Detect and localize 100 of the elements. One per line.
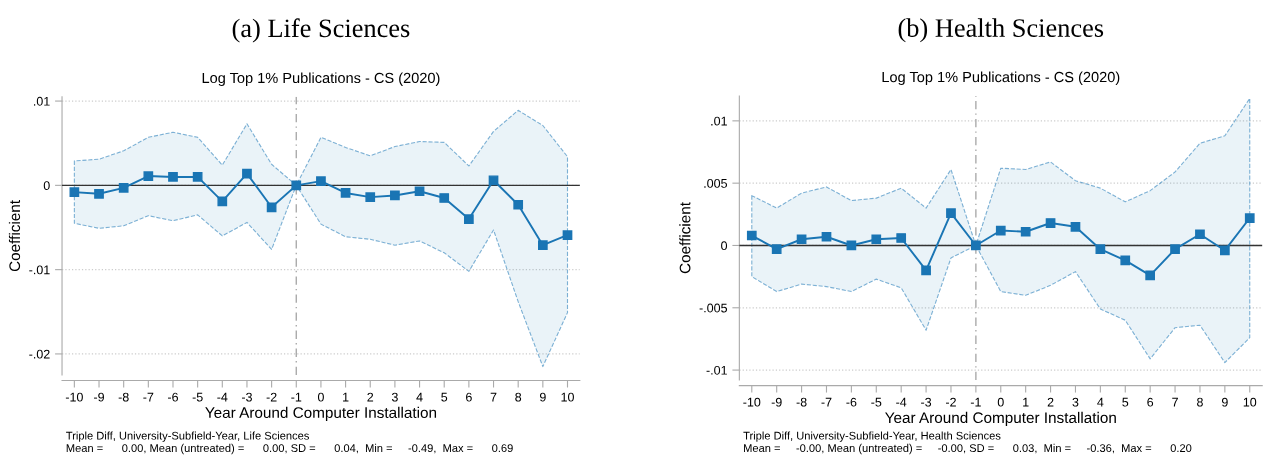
point xyxy=(242,168,252,179)
x-tick-label: 4 xyxy=(1097,397,1104,407)
x-tick-label: -7 xyxy=(821,397,832,407)
point xyxy=(414,186,425,197)
x-tick-label: -7 xyxy=(143,392,154,402)
point xyxy=(488,175,499,186)
x-tick-label: 2 xyxy=(1047,397,1054,407)
x-tick-label: -4 xyxy=(896,397,907,407)
x-tick-label: 0 xyxy=(317,392,324,402)
point xyxy=(796,234,807,245)
text: Mean = 0.00, Mean (untreated) = 0.00, SD = 0.04, Min = -0.49, Max = 0.69 xyxy=(66,443,513,455)
text: Triple Diff, University-Subfield-Year, Health Sciences xyxy=(743,431,1001,442)
x-tick-label: 1 xyxy=(1023,397,1029,407)
point xyxy=(513,199,524,210)
y-tick-label: .01 xyxy=(711,116,727,126)
point xyxy=(946,208,956,218)
y-tick-label: -.02 xyxy=(29,349,50,359)
point xyxy=(1145,270,1156,281)
point xyxy=(1070,221,1081,232)
chart-subtitle: Log Top 1% Publications - CS (2020) xyxy=(882,71,1120,86)
x-tick-label: -3 xyxy=(921,397,932,407)
x-tick-label: 3 xyxy=(1072,397,1079,407)
y-axis-title: Coefficient xyxy=(8,200,21,272)
x-tick-label: 7 xyxy=(490,392,497,402)
y-tick-label: -.01 xyxy=(706,365,727,375)
chart-title: (b) Health Sciences xyxy=(898,18,1104,43)
x-tick-label: 9 xyxy=(1221,397,1228,407)
point xyxy=(266,202,277,213)
x-tick-label: -8 xyxy=(118,392,129,402)
y-tick-label: 0 xyxy=(721,241,728,251)
x-tick-label: 9 xyxy=(539,392,546,402)
x-tick-label: 1 xyxy=(343,392,349,402)
x-tick-label: 4 xyxy=(416,392,423,402)
point xyxy=(771,244,782,255)
y-tick-label: .005 xyxy=(704,178,728,188)
x-tick-label: 0 xyxy=(997,397,1004,407)
x-tick-label: -6 xyxy=(167,392,178,402)
point xyxy=(390,190,400,201)
point xyxy=(1219,245,1230,256)
point xyxy=(340,188,351,198)
point xyxy=(746,230,757,241)
x-tick-label: -1 xyxy=(970,397,981,407)
x-tick-label: -5 xyxy=(192,392,203,402)
point xyxy=(537,240,548,251)
chart-subtitle: Log Top 1% Publications - CS (2020) xyxy=(202,72,440,86)
x-tick-label: -3 xyxy=(241,392,252,402)
x-tick-label: -8 xyxy=(796,397,807,407)
point xyxy=(1045,218,1056,228)
x-tick-label: -1 xyxy=(291,392,302,402)
x-tick-label: -10 xyxy=(65,392,83,402)
x-axis-title: Year Around Computer Installation xyxy=(205,406,437,422)
x-tick-label: -10 xyxy=(743,397,761,407)
point xyxy=(192,172,203,182)
x-tick-label: 10 xyxy=(561,392,574,402)
x-tick-label: -9 xyxy=(771,397,782,407)
point xyxy=(168,172,178,182)
y-axis-title: Coefficient xyxy=(679,202,691,274)
x-tick-label: 3 xyxy=(391,392,398,402)
point xyxy=(464,214,474,224)
point xyxy=(871,234,882,245)
point xyxy=(316,176,326,186)
point xyxy=(821,231,832,242)
x-tick-label: -5 xyxy=(871,397,882,407)
text: Triple Diff, University-Subfield-Year, Life Sciences xyxy=(66,431,309,442)
point xyxy=(217,196,228,207)
x-tick-label: 8 xyxy=(1197,397,1203,407)
text: Mean = -0.00, Mean (untreated) = -0.00, SD = 0.03, Min = -0.36, Max = 0.20 xyxy=(744,443,1192,455)
x-axis-title: Year Around Computer Installation xyxy=(885,411,1116,427)
point xyxy=(94,188,104,199)
x-tick-label: 2 xyxy=(367,392,374,402)
point xyxy=(143,171,154,181)
chart-title: (a) Life Sciences xyxy=(232,18,410,43)
point xyxy=(921,265,931,276)
point xyxy=(1244,213,1255,223)
x-tick-label: 8 xyxy=(515,392,522,402)
point xyxy=(1170,244,1180,255)
point xyxy=(118,183,129,193)
point xyxy=(365,192,376,203)
point xyxy=(1120,255,1131,266)
point xyxy=(995,225,1006,236)
y-tick-label: -.005 xyxy=(699,303,728,313)
x-tick-label: 6 xyxy=(1147,397,1154,407)
x-tick-label: 5 xyxy=(1122,397,1129,407)
x-tick-label: -6 xyxy=(846,397,857,407)
x-tick-label: -2 xyxy=(945,397,956,407)
point xyxy=(562,230,573,240)
point xyxy=(1020,226,1031,237)
x-tick-label: 10 xyxy=(1243,397,1257,407)
x-tick-label: 7 xyxy=(1172,397,1178,407)
y-tick-label: .01 xyxy=(33,96,50,106)
y-tick-label: 0 xyxy=(43,181,50,190)
x-tick-label: 5 xyxy=(441,392,448,402)
point xyxy=(69,187,80,197)
x-tick-label: -2 xyxy=(266,392,277,402)
x-tick-label: -9 xyxy=(94,392,104,402)
point xyxy=(1095,244,1106,255)
point xyxy=(439,193,450,203)
x-tick-label: 6 xyxy=(466,392,472,402)
x-tick-label: -4 xyxy=(217,392,228,402)
y-tick-label: -.01 xyxy=(29,265,50,275)
